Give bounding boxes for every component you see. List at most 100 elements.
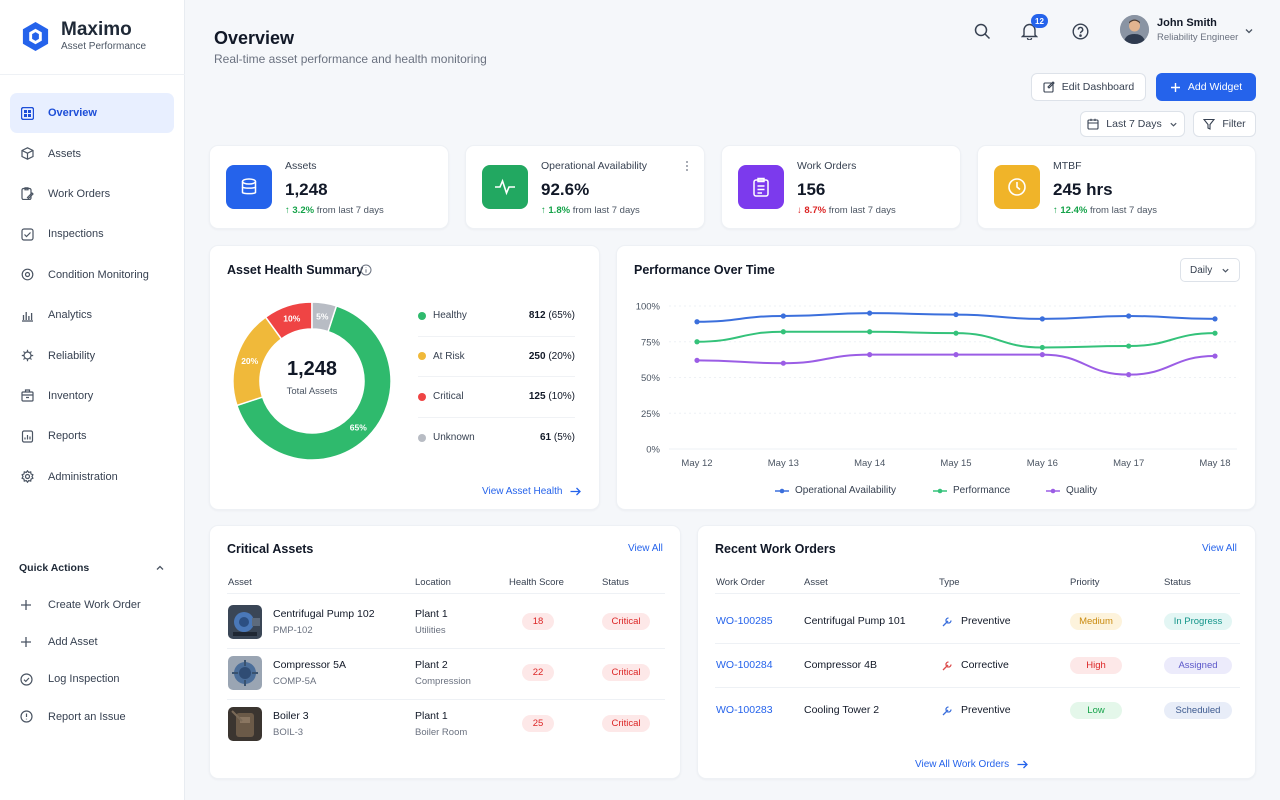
data-point[interactable] xyxy=(953,330,959,336)
work-order-id-link[interactable]: WO-100283 xyxy=(716,704,773,716)
sidebar-item-label: Work Orders xyxy=(48,187,111,200)
sidebar-item-assets[interactable]: Assets xyxy=(10,133,174,173)
quick-actions-header[interactable]: Quick Actions xyxy=(19,562,165,574)
kpi-card-work-orders[interactable]: Work Orders 156 ↓ 8.7% from last 7 days xyxy=(721,145,961,229)
data-point[interactable] xyxy=(1039,344,1045,351)
chevron-down-icon xyxy=(1222,268,1229,273)
period-select[interactable]: Daily xyxy=(1180,258,1240,282)
table-divider xyxy=(715,593,1240,594)
data-point[interactable] xyxy=(953,352,959,358)
legend-performance[interactable]: Performance xyxy=(933,485,1010,496)
data-point[interactable] xyxy=(1212,353,1218,359)
donut-center-label: Total Assets xyxy=(286,386,338,397)
data-point[interactable] xyxy=(694,339,700,345)
legend-value: 250 (20%) xyxy=(529,351,575,362)
date-range-select[interactable]: Last 7 Days xyxy=(1080,111,1185,137)
chevron-down-icon xyxy=(1245,29,1253,34)
legend-operational-availability[interactable]: Operational Availability xyxy=(775,485,896,496)
sidebar-item-analytics[interactable]: Analytics xyxy=(10,295,174,335)
sidebar-item-work-orders[interactable]: Work Orders xyxy=(10,174,174,214)
data-point[interactable] xyxy=(1039,352,1045,358)
data-point[interactable] xyxy=(1039,316,1045,322)
view-all-work-orders-link[interactable]: View All Work Orders xyxy=(915,759,1029,770)
donut-slice-healthy[interactable] xyxy=(235,304,392,461)
sidebar-item-condition-monitoring[interactable]: Condition Monitoring xyxy=(10,255,174,295)
sidebar-item-inventory[interactable]: Inventory xyxy=(10,376,174,416)
compressor-image-icon xyxy=(228,656,262,690)
column-header-type: Type xyxy=(939,577,960,588)
arrow-up-icon: ↑ xyxy=(541,205,549,216)
donut-slice-unknown[interactable] xyxy=(311,301,338,333)
data-point[interactable] xyxy=(694,357,700,363)
view-asset-health-link[interactable]: View Asset Health xyxy=(482,486,582,497)
info-icon[interactable] xyxy=(360,264,372,276)
work-order-id-link[interactable]: WO-100284 xyxy=(716,659,773,671)
more-options-icon[interactable] xyxy=(684,160,690,172)
sidebar-item-overview[interactable]: Overview xyxy=(10,93,174,134)
search-button[interactable] xyxy=(972,21,992,41)
series-line-quality[interactable] xyxy=(696,353,1216,376)
health-legend-healthy[interactable]: Healthy 812 (65%) xyxy=(418,296,575,337)
user-menu-toggle[interactable] xyxy=(1239,21,1259,41)
quick-action-report-issue[interactable]: Report an Issue xyxy=(19,698,169,735)
data-point[interactable] xyxy=(694,319,700,325)
wrench-icon xyxy=(942,660,952,670)
app-logo[interactable]: Maximo Asset Performance xyxy=(20,20,146,52)
kpi-card-assets[interactable]: Assets 1,248 ↑ 3.2% from last 7 days xyxy=(209,145,449,229)
page-subtitle: Real-time asset performance and health m… xyxy=(214,52,487,66)
donut-slice-label: 65% xyxy=(350,422,367,432)
data-point[interactable] xyxy=(1126,372,1132,378)
user-avatar[interactable] xyxy=(1120,15,1149,44)
quick-action-add-asset[interactable]: Add Asset xyxy=(19,623,169,660)
work-order-id-link[interactable]: WO-100285 xyxy=(716,615,773,627)
cube-icon xyxy=(20,147,34,161)
data-point[interactable] xyxy=(780,360,786,366)
data-point[interactable] xyxy=(867,310,873,316)
asset-location: Plant 2 xyxy=(415,659,448,671)
sidebar-item-inspections[interactable]: Inspections xyxy=(10,214,174,254)
quick-action-create-work-order[interactable]: Create Work Order xyxy=(19,586,169,623)
user-name[interactable]: John Smith xyxy=(1157,17,1217,29)
data-point[interactable] xyxy=(1126,343,1132,349)
legend-label: Operational Availability xyxy=(795,485,896,496)
sidebar-item-reliability[interactable]: Reliability xyxy=(10,335,174,375)
data-point[interactable] xyxy=(867,329,873,335)
filter-button[interactable]: Filter xyxy=(1193,111,1256,137)
kpi-card-mtbf[interactable]: MTBF 245 hrs ↑ 12.4% from last 7 days xyxy=(977,145,1256,229)
y-tick-label: 0% xyxy=(646,445,660,456)
quick-action-log-inspection[interactable]: Log Inspection xyxy=(19,661,169,698)
sidebar-item-label: Overview xyxy=(48,107,97,120)
kpi-icon-box xyxy=(482,165,528,209)
kpi-card-availability[interactable]: Operational Availability 92.6% ↑ 1.8% fr… xyxy=(465,145,705,229)
data-point[interactable] xyxy=(780,313,786,319)
edit-dashboard-button[interactable]: Edit Dashboard xyxy=(1031,73,1146,101)
critical-assets-view-all[interactable]: View All xyxy=(628,543,663,554)
data-point[interactable] xyxy=(867,352,873,358)
pulse-icon xyxy=(495,178,515,196)
data-point[interactable] xyxy=(780,329,786,335)
add-widget-button[interactable]: Add Widget xyxy=(1156,73,1256,101)
data-point[interactable] xyxy=(1212,330,1218,336)
sidebar-item-reports[interactable]: Reports xyxy=(10,416,174,456)
asset-health-card: Asset Health Summary 65% 20% 10% 5% 1,248 T… xyxy=(209,245,600,510)
sidebar-item-label: Administration xyxy=(48,470,118,483)
help-button[interactable] xyxy=(1070,21,1090,41)
data-point[interactable] xyxy=(953,311,959,318)
sidebar-item-label: Condition Monitoring xyxy=(48,268,149,281)
sidebar-item-administration[interactable]: Administration xyxy=(10,457,174,497)
sidebar-item-label: Inspections xyxy=(48,228,104,241)
data-point[interactable] xyxy=(1212,316,1218,322)
chevron-down-icon xyxy=(1170,122,1177,127)
health-legend-at-risk[interactable]: At Risk 250 (20%) xyxy=(418,337,575,377)
legend-pct: (20%) xyxy=(548,350,575,362)
x-tick-label: May 18 xyxy=(1199,458,1230,469)
plus-icon xyxy=(19,598,33,612)
data-point[interactable] xyxy=(1126,313,1132,319)
kpi-delta-suffix: from last 7 days xyxy=(1089,205,1158,216)
health-legend-unknown[interactable]: Unknown 61 (5%) xyxy=(418,418,575,459)
legend-quality[interactable]: Quality xyxy=(1046,485,1097,496)
health-legend-critical[interactable]: Critical 125 (10%) xyxy=(418,377,575,418)
work-orders-view-all[interactable]: View All xyxy=(1202,543,1237,554)
alert-circle-icon xyxy=(19,710,33,724)
priority-badge: Medium xyxy=(1070,613,1122,630)
